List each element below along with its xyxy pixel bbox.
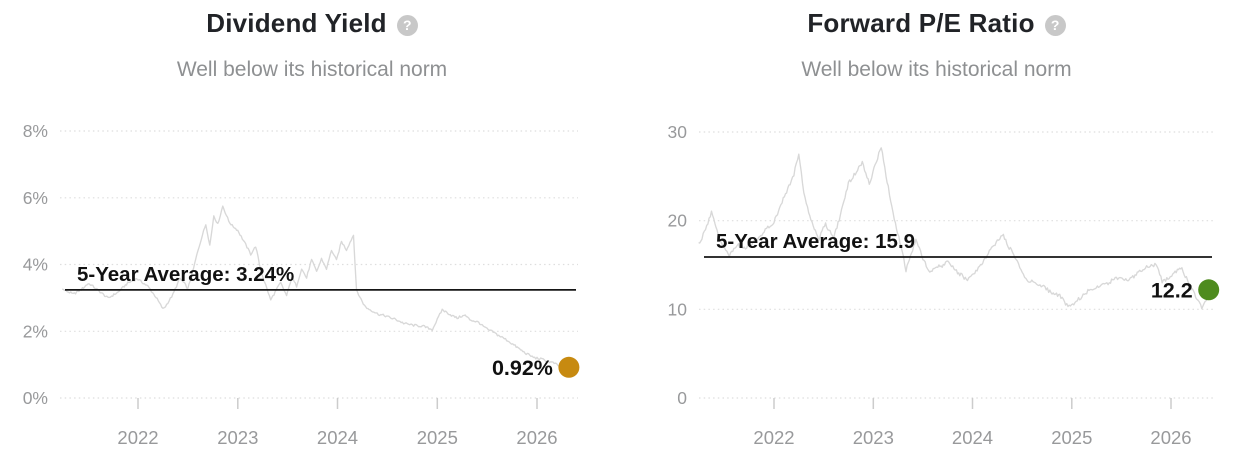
x-axis-label: 2024 bbox=[317, 427, 358, 448]
y-axis-label: 30 bbox=[668, 122, 688, 142]
forward-pe-chart: Forward P/E Ratio ? Well below its histo… bbox=[624, 0, 1249, 462]
x-axis-label: 2026 bbox=[516, 427, 557, 448]
y-axis-label: 20 bbox=[668, 211, 688, 231]
current-value-dot bbox=[558, 356, 580, 378]
y-axis-label: 2% bbox=[23, 321, 48, 341]
x-axis-label: 2025 bbox=[417, 427, 458, 448]
x-axis-label: 2023 bbox=[853, 427, 894, 448]
y-axis-label: 8% bbox=[23, 121, 48, 141]
price-line bbox=[61, 205, 560, 367]
current-value-dot bbox=[1198, 279, 1220, 301]
average-line-label: 5-Year Average: 15.9 bbox=[716, 230, 915, 253]
average-line-label: 5-Year Average: 3.24% bbox=[77, 263, 294, 286]
y-axis-label: 4% bbox=[23, 255, 48, 275]
current-value-label: 0.92% bbox=[492, 356, 553, 380]
question-mark-icon[interactable]: ? bbox=[1044, 14, 1066, 36]
chart-subtitle: Well below its historical norm bbox=[176, 58, 448, 81]
dividend-yield-chart: Dividend Yield ? Well below its historic… bbox=[0, 0, 624, 462]
chart-subtitle: Well below its historical norm bbox=[801, 58, 1072, 81]
y-axis-label: 0 bbox=[677, 388, 687, 408]
question-mark-icon[interactable]: ? bbox=[396, 14, 418, 36]
y-axis-label: 10 bbox=[668, 299, 688, 319]
x-axis-label: 2022 bbox=[117, 427, 158, 448]
x-axis-label: 2024 bbox=[952, 427, 993, 448]
x-axis-label: 2022 bbox=[753, 427, 794, 448]
x-axis-label: 2023 bbox=[217, 427, 258, 448]
chart-header: Dividend Yield ? bbox=[0, 8, 624, 39]
chart-title: Dividend Yield bbox=[206, 8, 387, 38]
chart-title: Forward P/E Ratio bbox=[807, 8, 1035, 38]
y-axis-label: 6% bbox=[23, 188, 48, 208]
dividend-yield-plot: 0% 2% 4% 6% 8% 2022 2023 2024 2025 2026 5-Year Ave… bbox=[23, 121, 580, 448]
x-axis-label: 2026 bbox=[1150, 427, 1191, 448]
y-axis-label: 0% bbox=[23, 388, 48, 408]
chart-header: Forward P/E Ratio ? bbox=[624, 8, 1249, 39]
forward-pe-plot: 0 10 20 30 2022 2023 2024 2025 2026 5-Year Averag… bbox=[668, 122, 1220, 448]
price-line bbox=[698, 147, 1210, 310]
current-value-label: 12.2 bbox=[1151, 278, 1193, 302]
x-axis-label: 2025 bbox=[1051, 427, 1092, 448]
